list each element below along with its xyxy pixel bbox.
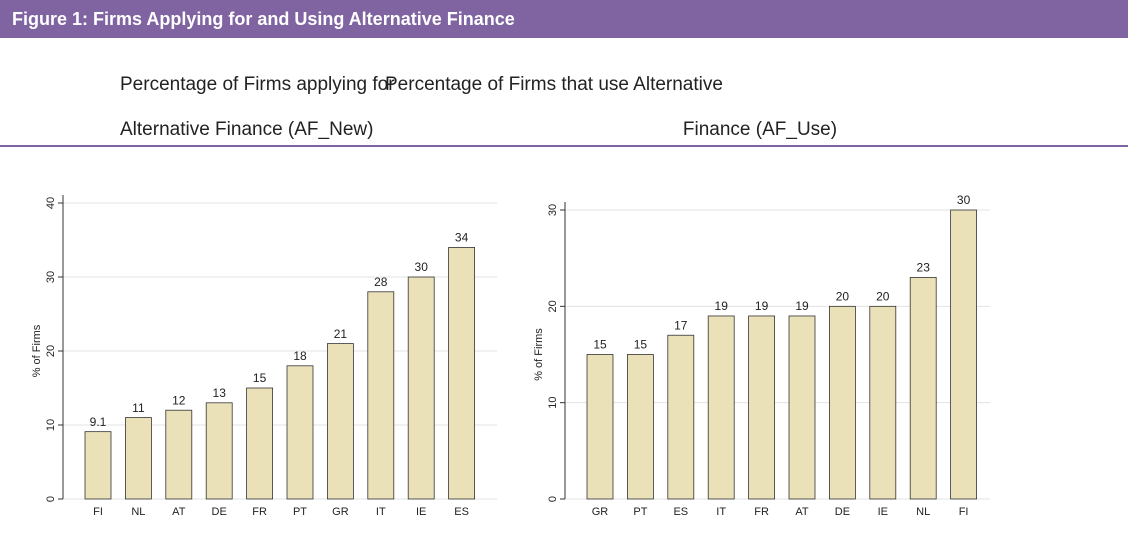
x-tick-label: ES xyxy=(454,506,469,518)
x-tick-label: PT xyxy=(293,506,307,518)
y-tick-label: 20 xyxy=(45,345,57,357)
bar xyxy=(326,343,354,500)
value-label: 17 xyxy=(674,318,688,332)
value-label: 20 xyxy=(876,290,890,304)
value-label: 9.1 xyxy=(90,415,107,429)
figure-title: Figure 1: Firms Applying for and Using A… xyxy=(12,9,515,29)
bar xyxy=(125,417,152,500)
bar xyxy=(950,209,977,500)
value-label: 34 xyxy=(455,231,469,245)
y-axis-label: % of Firms xyxy=(31,324,43,377)
x-tick-label: AT xyxy=(172,506,186,518)
bar xyxy=(286,365,314,500)
value-label: 13 xyxy=(213,386,227,400)
bar xyxy=(869,305,897,500)
bar xyxy=(586,354,614,500)
value-label: 15 xyxy=(253,371,267,385)
value-label: 30 xyxy=(957,193,971,207)
value-label: 15 xyxy=(593,338,607,352)
chart-title: Percentage of Firms that use Alternative xyxy=(385,74,723,95)
y-tick-label: 0 xyxy=(45,496,57,502)
y-tick-label: 30 xyxy=(45,271,57,283)
bar xyxy=(707,315,735,500)
y-tick-label: 20 xyxy=(547,300,559,312)
x-tick-label: IE xyxy=(416,506,426,518)
value-label: 20 xyxy=(836,290,850,304)
x-tick-label: GR xyxy=(332,506,349,518)
value-label: 11 xyxy=(132,401,145,415)
value-label: 23 xyxy=(917,261,931,275)
x-tick-label: FI xyxy=(959,506,969,518)
header-bar xyxy=(0,0,1128,38)
chart-title: Percentage of Firms applying for xyxy=(120,74,395,95)
bar xyxy=(909,277,937,500)
value-label: 15 xyxy=(634,338,648,352)
x-tick-label: FR xyxy=(252,506,267,518)
value-label: 30 xyxy=(415,260,429,274)
x-tick-label: DE xyxy=(212,506,227,518)
value-label: 19 xyxy=(795,299,809,313)
x-tick-label: FI xyxy=(93,506,103,518)
bar xyxy=(205,402,233,500)
value-label: 12 xyxy=(172,393,186,407)
x-tick-label: DE xyxy=(835,506,850,518)
x-tick-label: PT xyxy=(633,506,647,518)
chart-title: Alternative Finance (AF_New) xyxy=(120,119,373,140)
x-tick-label: IT xyxy=(716,506,726,518)
bar xyxy=(829,305,856,500)
x-tick-label: NL xyxy=(916,506,930,518)
value-label: 19 xyxy=(715,299,729,313)
y-tick-label: 0 xyxy=(547,496,559,502)
bar xyxy=(84,431,112,500)
y-tick-label: 40 xyxy=(45,197,57,209)
bar xyxy=(367,291,395,500)
bar xyxy=(788,315,816,500)
x-tick-label: ES xyxy=(673,506,688,518)
chart-title: Finance (AF_Use) xyxy=(683,119,837,140)
bar xyxy=(627,354,654,500)
x-tick-label: GR xyxy=(592,506,609,518)
y-tick-label: 10 xyxy=(45,419,57,431)
x-tick-label: AT xyxy=(795,506,809,518)
x-tick-label: IT xyxy=(376,506,386,518)
y-tick-label: 10 xyxy=(547,397,559,409)
bar xyxy=(246,387,274,500)
value-label: 21 xyxy=(334,327,348,341)
value-label: 28 xyxy=(374,275,388,289)
y-tick-label: 30 xyxy=(547,204,559,216)
x-tick-label: NL xyxy=(131,506,145,518)
bar xyxy=(748,315,775,500)
bar xyxy=(407,276,435,500)
value-label: 18 xyxy=(293,349,307,363)
bar xyxy=(448,246,476,500)
value-label: 19 xyxy=(755,299,769,313)
bar xyxy=(165,409,193,500)
bar xyxy=(667,334,695,500)
x-tick-label: FR xyxy=(754,506,769,518)
x-tick-label: IE xyxy=(878,506,888,518)
y-axis-label: % of Firms xyxy=(533,328,545,381)
